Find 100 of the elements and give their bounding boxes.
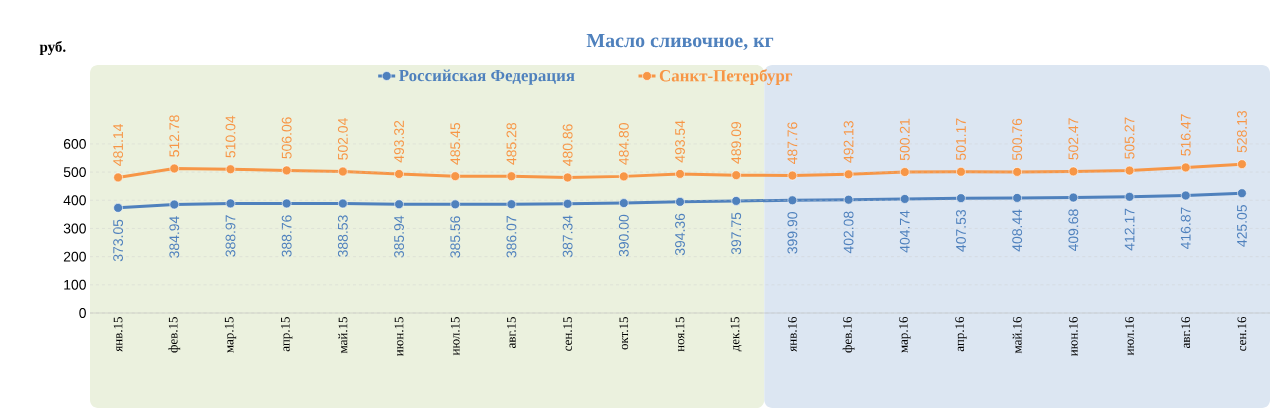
data-label: 425.05 [1236, 205, 1247, 247]
point [338, 198, 348, 209]
x-tick-label: авг.16 [1181, 316, 1191, 348]
data-label: 416.87 [1180, 207, 1191, 250]
data-label: 493.32 [394, 120, 404, 163]
point [956, 166, 966, 177]
point [1068, 192, 1079, 203]
point [113, 172, 123, 183]
data-label: 480.86 [562, 124, 573, 166]
point [1237, 159, 1247, 169]
x-tick-label: июн.16 [1068, 316, 1078, 357]
data-label: 510.04 [225, 115, 236, 158]
data-label: 485.45 [450, 122, 461, 165]
data-label: 492.13 [843, 121, 854, 163]
point [394, 199, 404, 210]
data-label: 402.08 [843, 211, 854, 254]
point [338, 166, 348, 177]
point [281, 165, 292, 176]
x-tick-label: фев.16 [842, 316, 855, 353]
point [394, 169, 404, 179]
x-tick-label: окт.15 [619, 317, 629, 350]
data-label: 500.76 [1012, 118, 1023, 161]
data-label: 404.74 [899, 210, 910, 253]
data-label: 412.17 [1124, 208, 1135, 251]
point [675, 197, 685, 207]
point [843, 169, 854, 180]
data-label: 407.53 [956, 209, 966, 252]
point [562, 199, 573, 209]
point [731, 170, 741, 180]
data-label: 505.27 [1124, 117, 1135, 159]
x-tick-label: июл.15 [450, 317, 460, 356]
data-label: 485.28 [506, 122, 517, 165]
data-label: 493.54 [675, 120, 685, 163]
point [843, 194, 854, 205]
data-label: 390.00 [618, 214, 629, 257]
point [562, 172, 573, 183]
x-tick-label: май.15 [338, 317, 348, 354]
legend-label: Российская Федерация [398, 69, 575, 85]
point [899, 167, 910, 177]
point [956, 193, 966, 203]
y-tick-label: 0 [79, 308, 86, 318]
data-label: 484.80 [618, 123, 629, 165]
legend-label: Санкт-Петербург [659, 69, 793, 85]
point [899, 194, 910, 204]
data-label: 397.75 [731, 212, 742, 255]
x-tick-label: мар.15 [224, 317, 237, 353]
point [619, 171, 629, 182]
data-label: 394.36 [675, 213, 685, 256]
y-tick-label: 100 [64, 279, 86, 290]
point [1237, 188, 1247, 199]
data-label: 501.17 [956, 118, 966, 160]
y-tick-label: 400 [63, 195, 86, 206]
y-tick-label: 200 [63, 251, 86, 262]
data-label: 388.53 [337, 215, 348, 257]
data-label: 489.09 [731, 121, 742, 164]
x-tick-label: апр.16 [955, 316, 967, 352]
data-label: 516.47 [1180, 114, 1191, 156]
x-tick-label: мар.16 [899, 316, 911, 353]
point [1068, 166, 1079, 177]
data-label: 506.06 [281, 117, 292, 159]
point [1124, 192, 1135, 202]
point [113, 203, 123, 213]
point [731, 196, 741, 206]
y-tick-label: 300 [63, 223, 86, 234]
data-label: 388.76 [281, 215, 292, 257]
x-tick-label: фев.15 [168, 317, 181, 353]
point [1012, 193, 1022, 203]
data-label: 481.14 [113, 123, 124, 166]
data-label: 487.76 [787, 122, 798, 165]
point [787, 195, 798, 206]
y-tick-label: 500 [63, 167, 86, 178]
data-label: 385.94 [394, 215, 404, 258]
data-label: 512.78 [169, 115, 180, 157]
data-label: 500.21 [899, 118, 910, 161]
point [1012, 167, 1022, 177]
chart-title: Масло сливочное, кг [586, 33, 774, 51]
point [506, 199, 517, 209]
data-label: 399.90 [787, 212, 798, 254]
y-tick-label: 600 [63, 138, 86, 149]
data-label: 373.05 [113, 219, 124, 262]
point [675, 169, 685, 179]
x-tick-label: июл.16 [1125, 316, 1134, 356]
x-tick-label: ноя.15 [675, 317, 685, 352]
point [506, 171, 517, 182]
x-tick-label: май.16 [1012, 316, 1022, 354]
x-tick-label: июн.15 [394, 317, 404, 357]
point [1180, 162, 1191, 173]
x-tick-label: дек.15 [730, 317, 742, 352]
point [787, 170, 798, 181]
data-label: 386.07 [506, 216, 517, 258]
data-label: 384.94 [169, 216, 180, 258]
text: руб. [39, 41, 66, 55]
point [1180, 190, 1191, 201]
point [225, 164, 236, 175]
data-label: 502.04 [337, 118, 348, 160]
x-tick-label: сен.15 [563, 317, 572, 351]
x-tick-label: апр.15 [281, 317, 293, 352]
point [169, 163, 180, 174]
x-tick-label: янв.16 [788, 316, 797, 352]
data-label: 387.34 [562, 215, 573, 258]
